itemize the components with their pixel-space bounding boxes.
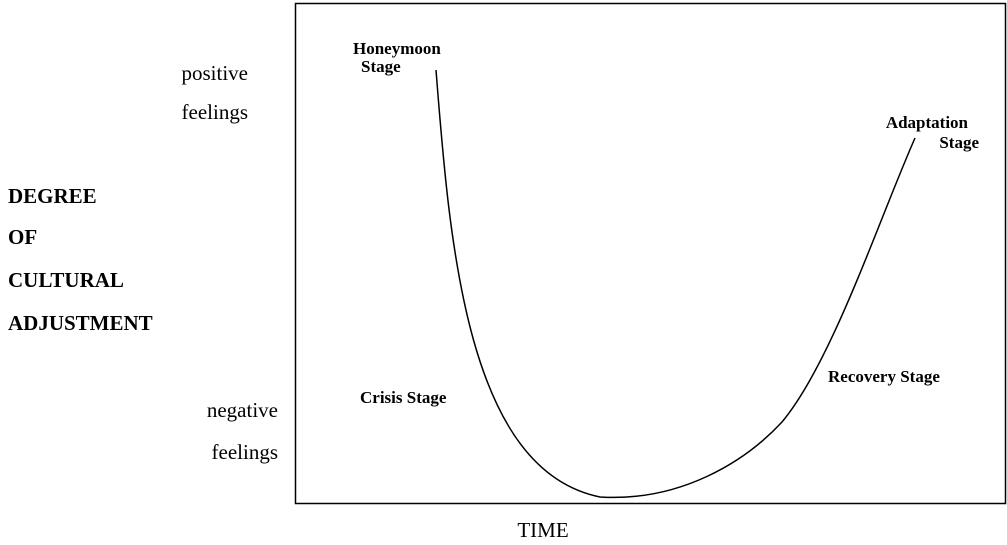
stage-label: Honeymoon bbox=[353, 39, 441, 58]
frame bbox=[294, 2, 1007, 505]
y-axis-label: DEGREE bbox=[8, 184, 97, 208]
y-axis-label: ADJUSTMENT bbox=[8, 311, 153, 335]
stage-label: Recovery Stage bbox=[828, 367, 940, 386]
stage-label: Adaptation bbox=[886, 113, 969, 132]
adjustment-curve bbox=[435, 69, 916, 499]
stage-label: Stage bbox=[939, 133, 979, 152]
x-axis-label: TIME bbox=[517, 518, 568, 542]
negative-label: negative bbox=[207, 398, 278, 422]
positive-label: feelings bbox=[182, 100, 248, 124]
stage-label: Stage bbox=[361, 57, 401, 76]
y-axis-label: OF bbox=[8, 225, 37, 249]
positive-label: positive bbox=[182, 61, 249, 85]
stage-label: Crisis Stage bbox=[360, 388, 447, 407]
negative-label: feelings bbox=[212, 440, 278, 464]
y-axis-label: CULTURAL bbox=[8, 268, 124, 292]
